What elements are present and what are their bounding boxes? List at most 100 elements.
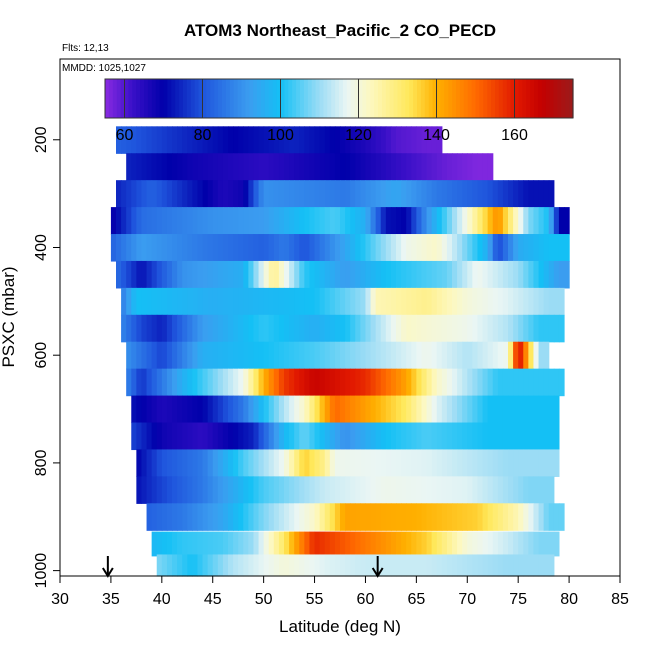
- heatmap-cell: [345, 341, 351, 370]
- heatmap-cell: [294, 395, 300, 424]
- heatmap-cell: [248, 422, 255, 451]
- heatmap-cell: [421, 234, 428, 262]
- heatmap-cell: [452, 234, 458, 262]
- heatmap-cell: [497, 422, 504, 451]
- heatmap-cell: [228, 260, 234, 289]
- heatmap-cell: [273, 476, 280, 504]
- heatmap-cell: [487, 260, 494, 289]
- heatmap-cell: [187, 503, 193, 531]
- heatmap-cell: [436, 287, 443, 316]
- heatmap-cell: [467, 449, 473, 477]
- heatmap-cell: [238, 341, 244, 370]
- heatmap-cell: [431, 449, 438, 477]
- heatmap-cell: [548, 234, 555, 262]
- heatmap-cell: [329, 554, 336, 577]
- heatmap-cell: [299, 180, 305, 208]
- colorbar-swatch: [370, 79, 375, 118]
- heatmap-cell: [238, 314, 244, 343]
- heatmap-cell: [390, 449, 397, 477]
- heatmap-cell: [273, 503, 280, 531]
- colorbar-swatch: [561, 79, 566, 118]
- heatmap-cell: [319, 422, 326, 451]
- heatmap-cell: [172, 554, 178, 577]
- heatmap-cell: [166, 449, 173, 477]
- heatmap-cell: [324, 395, 331, 424]
- chart-title: ATOM3 Northeast_Pacific_2 CO_PECD: [184, 21, 496, 40]
- heatmap-cell: [121, 287, 127, 316]
- heatmap-cell: [508, 234, 514, 262]
- heatmap-cell: [380, 234, 387, 262]
- heatmap-cell: [146, 503, 153, 531]
- heatmap-cell: [192, 207, 199, 235]
- heatmap-cell: [406, 234, 412, 262]
- heatmap-cell: [161, 531, 168, 557]
- heatmap-cell: [217, 260, 224, 289]
- heatmap-cell: [253, 368, 260, 397]
- heatmap-cell: [441, 503, 448, 531]
- heatmap-cell: [187, 395, 193, 424]
- heatmap-cell: [273, 395, 280, 424]
- heatmap-cell: [151, 314, 158, 343]
- heatmap-cell: [202, 531, 209, 557]
- heatmap-cell: [324, 341, 331, 370]
- heatmap-cell: [192, 368, 199, 397]
- heatmap-cell: [416, 503, 423, 531]
- heatmap-cell: [375, 207, 382, 235]
- heatmap-cell: [131, 207, 137, 235]
- heatmap-cell: [278, 287, 285, 316]
- heatmap-cell: [406, 368, 412, 397]
- heatmap-cell: [426, 341, 433, 370]
- heatmap-cell: [166, 234, 173, 262]
- heatmap-cell: [136, 126, 143, 154]
- heatmap-cell: [141, 260, 148, 289]
- heatmap-cell: [396, 503, 402, 531]
- heatmap-cell: [263, 449, 270, 477]
- colorbar-swatch: [534, 79, 539, 118]
- heatmap-cell: [497, 341, 504, 370]
- heatmap-cell: [131, 422, 137, 451]
- colorbar-tick-label: 120: [345, 127, 372, 144]
- heatmap-cell: [533, 180, 540, 208]
- heatmap-cell: [416, 395, 423, 424]
- heatmap-cell: [299, 153, 305, 181]
- heatmap-cell: [390, 180, 397, 208]
- heatmap-cell: [207, 314, 214, 343]
- heatmap-cell: [462, 234, 468, 262]
- heatmap-cell: [497, 287, 504, 316]
- heatmap-cell: [375, 180, 382, 208]
- heatmap-cell: [355, 422, 361, 451]
- heatmap-cell: [243, 395, 249, 424]
- heatmap-cell: [396, 341, 402, 370]
- heatmap-cell: [268, 503, 275, 531]
- heatmap-cell: [436, 554, 443, 577]
- heatmap-cell: [548, 314, 555, 343]
- colorbar-swatch: [358, 79, 363, 118]
- colorbar-swatch: [218, 79, 223, 118]
- heatmap-cell: [492, 234, 499, 262]
- heatmap-cell: [268, 422, 275, 451]
- heatmap-cell: [426, 531, 433, 557]
- heatmap-cell: [248, 287, 255, 316]
- heatmap-cell: [431, 180, 438, 208]
- heatmap-cell: [431, 126, 438, 154]
- x-tick-label: 50: [255, 591, 273, 608]
- heatmap-cell: [258, 554, 265, 577]
- heatmap-cell: [390, 287, 397, 316]
- heatmap-cell: [238, 422, 244, 451]
- heatmap-cell: [452, 341, 458, 370]
- heatmap-cell: [278, 341, 285, 370]
- heatmap-cell: [360, 180, 367, 208]
- heatmap-cell: [345, 314, 351, 343]
- heatmap-cell: [467, 153, 473, 181]
- heatmap-cell: [406, 449, 412, 477]
- heatmap-cell: [446, 476, 453, 504]
- heatmap-cell: [523, 503, 529, 531]
- heatmap-cell: [233, 422, 239, 451]
- heatmap-cell: [253, 503, 260, 531]
- heatmap-cell: [207, 554, 214, 577]
- heatmap-cell: [518, 368, 524, 397]
- heatmap-cell: [197, 554, 204, 577]
- heatmap-cell: [502, 476, 509, 504]
- heatmap-cell: [548, 287, 555, 316]
- heatmap-cell: [284, 207, 290, 235]
